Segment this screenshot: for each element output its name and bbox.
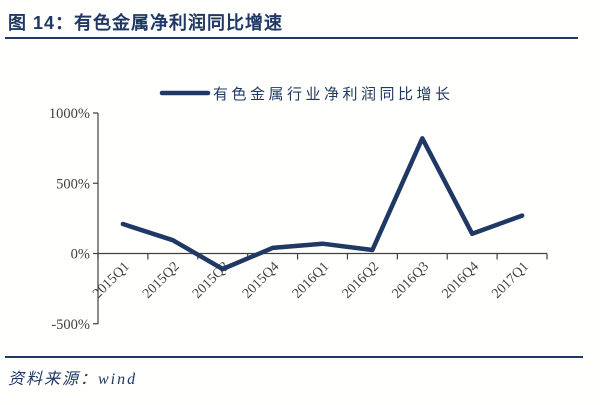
x-tick-label: 2015Q1 [90, 259, 133, 302]
y-tick-label: 1000% [49, 106, 90, 122]
legend-label: 有色金属行业净利润同比增长 [213, 86, 454, 103]
title-divider [5, 37, 578, 39]
x-tick-label: 2016Q1 [290, 259, 333, 302]
source-divider [5, 356, 583, 358]
x-tick-label: 2015Q2 [140, 259, 183, 302]
x-tick-label: 2015Q4 [240, 259, 283, 302]
x-tick-label: 2016Q3 [390, 259, 433, 302]
x-tick-label: 2017Q1 [489, 259, 532, 302]
y-tick-label: -500% [51, 317, 90, 333]
y-tick-label: 500% [56, 176, 90, 192]
x-tick-label: 2016Q2 [340, 259, 383, 302]
series-line [120, 136, 525, 272]
x-tick-label: 2016Q4 [439, 259, 482, 302]
source-note: 资料来源：wind [8, 371, 138, 388]
y-tick-label: 0% [71, 247, 90, 263]
figure-title: 图 14：有色金属净利润同比增速 [8, 13, 284, 33]
